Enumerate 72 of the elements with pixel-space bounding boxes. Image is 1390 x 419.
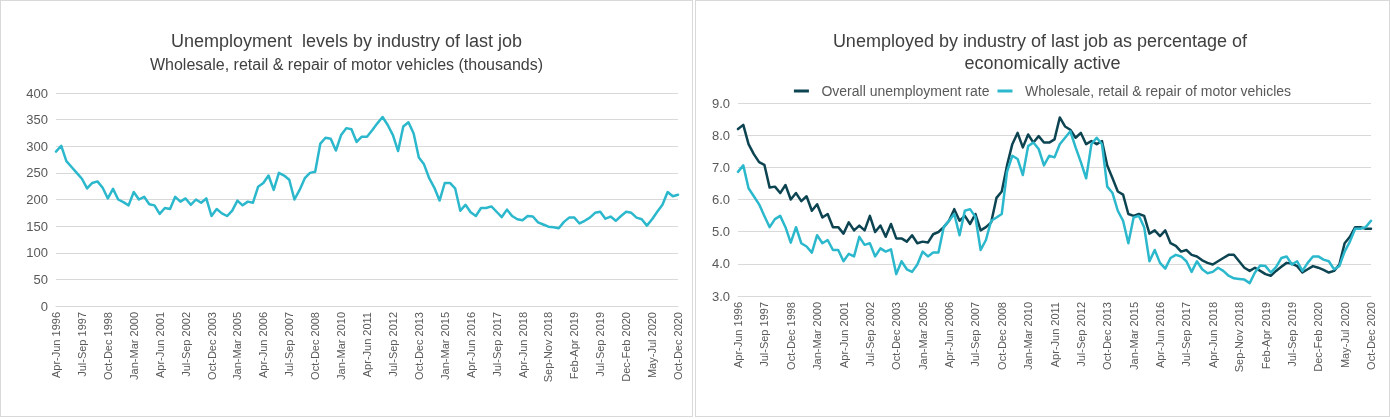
legend-label: Wholesale, retail & repair of motor vehicles <box>1024 83 1292 99</box>
x-tick-label: Oct-Dec 2020 <box>1365 302 1377 370</box>
x-tick-label: Oct-Dec 2013 <box>412 312 425 380</box>
x-tick-label: Apr-Jun 2006 <box>257 312 270 379</box>
x-tick-label: Jan-Mar 2005 <box>916 302 929 370</box>
y-tick-label: 200 <box>26 192 48 207</box>
x-tick-label: Oct-Dec 1998 <box>101 312 114 380</box>
x-tick-label: Jul-Sep 2007 <box>969 302 982 367</box>
y-tick-label: 250 <box>26 165 48 181</box>
x-tick-label: Jul-Sep 2019 <box>1285 302 1298 367</box>
y-tick-label: 9.0 <box>711 95 730 111</box>
x-tick-label: Apr-Jun 2016 <box>464 312 477 379</box>
y-tick-label: 6.0 <box>711 192 730 207</box>
x-tick-label: Jan-Mar 2000 <box>127 312 140 380</box>
x-tick-label: Oct-Dec 2008 <box>995 302 1008 370</box>
x-tick-label: Jul-Sep 2002 <box>863 302 876 367</box>
x-tick-label: Jul-Sep 1997 <box>758 302 771 367</box>
x-tick-label: Jan-Mar 2005 <box>231 312 244 380</box>
x-tick-label: Jan-Mar 2010 <box>1022 302 1035 370</box>
y-tick-label: 300 <box>26 138 48 154</box>
chart-title: Unemployed by industry of last job as percentage of economically active <box>832 31 1253 73</box>
x-tick-label: Jul-Sep 2017 <box>1180 302 1193 367</box>
x-tick-label: Oct-Dec 2003 <box>205 312 218 380</box>
x-tick-label: Oct-Dec 2008 <box>309 312 322 380</box>
y-tick-label: 3.0 <box>711 288 730 304</box>
x-tick-label: Oct-Dec 1998 <box>784 302 797 370</box>
x-tick-label: Feb-Apr 2019 <box>568 312 581 380</box>
x-tick-label: Oct-Dec 2003 <box>890 302 903 370</box>
chart-title: Unemployment levels by industry of last job <box>170 31 523 51</box>
x-tick-label: Jul-Sep 2017 <box>490 312 503 377</box>
x-tick-label: Apr-Jun 1996 <box>732 302 744 369</box>
x-tick-label: Apr-Jun 2018 <box>516 312 529 379</box>
chart-subtitle: Wholesale, retail & repair of motor vehicles (thousands) <box>149 55 544 73</box>
x-tick-label: Jul-Sep 2007 <box>283 312 296 377</box>
line-series <box>54 115 680 230</box>
x-tick-label: Jan-Mar 2015 <box>438 312 451 380</box>
x-tick-label: Apr-Jun 2018 <box>1206 302 1219 369</box>
x-tick-label: Oct-Dec 2020 <box>672 312 684 380</box>
x-tick-label: Jul-Sep 1997 <box>75 312 88 377</box>
x-tick-label: Dec-Feb 2020 <box>1312 302 1325 372</box>
x-tick-label: Jul-Sep 2019 <box>594 312 607 377</box>
x-tick-label: Jan-Mar 2015 <box>1127 302 1140 370</box>
y-tick-label: 150 <box>26 218 48 234</box>
x-tick-label: Apr-Jun 2001 <box>153 312 166 379</box>
y-tick-label: 5.0 <box>711 224 730 240</box>
y-tick-label: 8.0 <box>711 127 730 143</box>
x-tick-label: May-Jul 2020 <box>646 312 659 379</box>
x-tick-label: Jul-Sep 2012 <box>386 312 399 377</box>
x-tick-label: Jul-Sep 2002 <box>179 312 192 377</box>
y-tick-label: 7.0 <box>711 159 730 175</box>
x-tick-label: Apr-Jun 2001 <box>837 302 850 369</box>
x-tick-label: Feb-Apr 2019 <box>1259 302 1272 370</box>
x-tick-label: May-Jul 2020 <box>1338 302 1351 369</box>
x-tick-label: Jan-Mar 2010 <box>335 312 348 380</box>
x-tick-label: Jan-Mar 2000 <box>811 302 824 370</box>
x-tick-label: Sep-Nov 2018 <box>1233 302 1246 373</box>
x-tick-label: Dec-Feb 2020 <box>620 312 633 382</box>
y-tick-label: 4.0 <box>711 256 730 272</box>
y-tick-label: 350 <box>26 112 48 128</box>
x-tick-label: Apr-Jun 2011 <box>1048 302 1061 368</box>
y-tick-label: 400 <box>26 85 48 101</box>
x-tick-label: Apr-Jun 2011 <box>361 312 373 378</box>
y-tick-label: 50 <box>33 271 48 287</box>
y-tick-label: 0 <box>40 298 48 314</box>
x-tick-label: Apr-Jun 1996 <box>50 312 62 379</box>
y-tick-label: 100 <box>26 245 48 261</box>
x-tick-label: Sep-Nov 2018 <box>542 312 555 383</box>
x-tick-label: Apr-Jun 2006 <box>943 302 955 369</box>
legend-label: Overall unemployment rate <box>821 83 990 99</box>
x-tick-label: Jul-Sep 2012 <box>1074 302 1087 367</box>
x-tick-label: Apr-Jun 2016 <box>1154 302 1166 369</box>
x-tick-label: Oct-Dec 2013 <box>1101 302 1114 370</box>
